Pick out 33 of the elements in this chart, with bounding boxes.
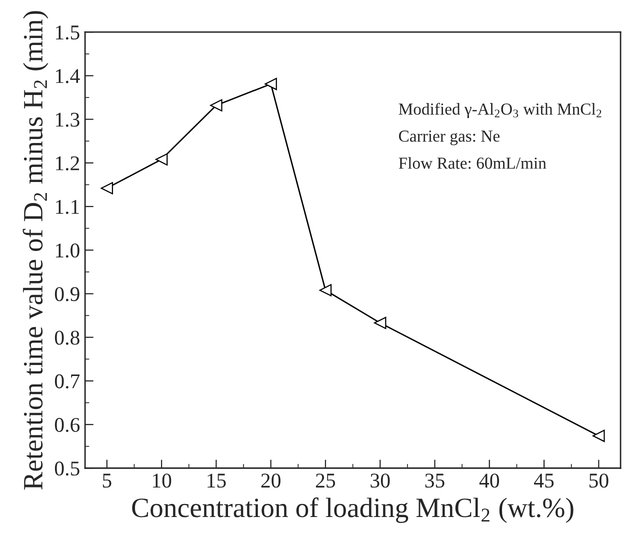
y-tick-label: 0.5: [54, 462, 80, 476]
y-tick-label: 1.1: [56, 200, 79, 214]
point: [264, 78, 277, 90]
x-tick-label: 30: [370, 474, 390, 488]
y-tick-label: 0.9: [54, 287, 80, 302]
y-tick-label: 0.6: [54, 418, 80, 432]
annotation: Flow Rate: 60mL/min: [398, 157, 546, 169]
y-tick-label: 1.3: [56, 112, 80, 127]
point: [592, 430, 605, 442]
point: [155, 153, 168, 166]
y-tick-label: 0.8: [54, 330, 80, 345]
x-tick-label: 15: [208, 474, 226, 488]
x-tick-label: 5: [102, 474, 112, 488]
x-tick-label: 10: [152, 474, 172, 488]
point: [100, 182, 114, 194]
x-tick-label: 35: [425, 474, 444, 488]
x-tick-label: 25: [316, 474, 336, 488]
y-tick-label: 1.4: [56, 69, 80, 84]
x-tick-label: 45: [534, 474, 554, 488]
point: [374, 316, 386, 330]
x-tick-label: 50: [589, 474, 608, 488]
y-tick-label: 0.7: [54, 374, 80, 388]
y-axis-title: Retention time value of D$_{2}$ minus H$_{2}$ (min): [22, 11, 48, 490]
y-tick-label: 1.5: [56, 26, 80, 40]
x-tick-label: 40: [479, 474, 500, 488]
y-tick-label: 1.2: [56, 156, 80, 170]
x-tick-label: 20: [261, 474, 280, 488]
annotation: Modified γ-Al$_{2}$O$_{3}$ with MnCl$_{2}$: [398, 102, 602, 118]
point: [210, 99, 222, 112]
x-axis-title: Concentration of loading MnCl$_{2}$ (wt.%): [132, 497, 574, 523]
y-tick-label: 1.0: [56, 243, 80, 258]
point: [319, 284, 332, 296]
annotation: Carrier gas: Ne: [399, 130, 500, 146]
